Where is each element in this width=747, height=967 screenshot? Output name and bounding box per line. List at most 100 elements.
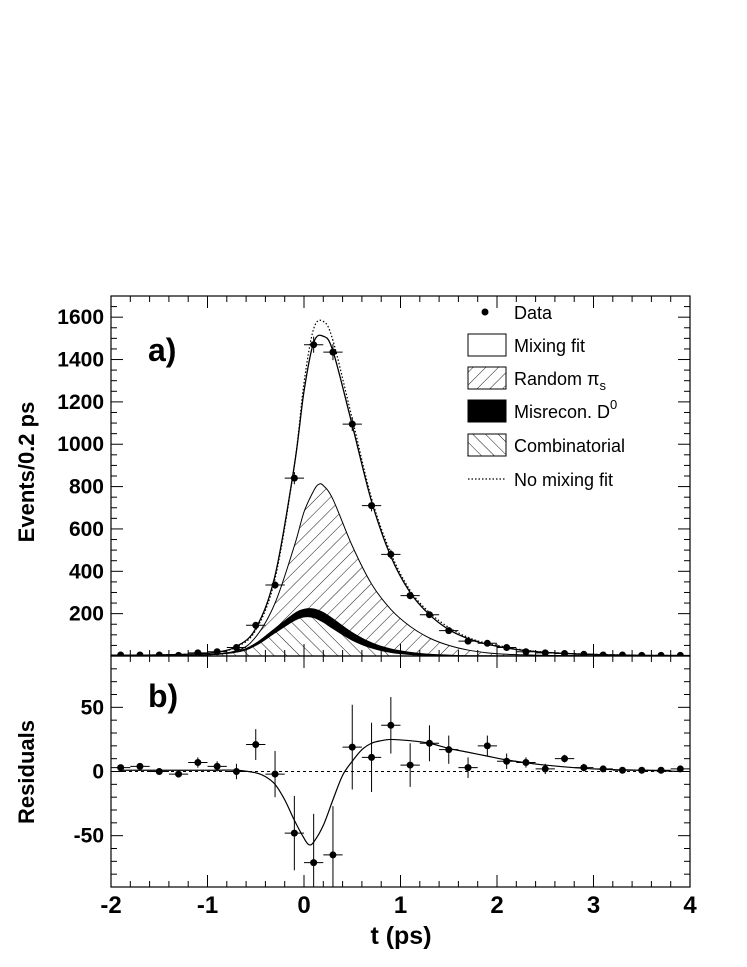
data-marker <box>232 644 240 652</box>
data-marker <box>368 502 376 510</box>
data-point <box>651 651 671 656</box>
legend-data-marker <box>481 308 489 316</box>
residual-marker <box>541 765 549 773</box>
y-tick-label: 50 <box>81 696 104 719</box>
data-marker <box>348 420 356 428</box>
x-tick-label: 2 <box>490 892 503 919</box>
residual-point <box>632 766 652 774</box>
data-point <box>574 650 594 656</box>
bottom-panel <box>111 697 690 887</box>
data-marker <box>290 474 298 482</box>
legend-label-data: Data <box>514 303 553 323</box>
residual-marker <box>329 851 337 859</box>
data-marker <box>329 348 337 356</box>
residual-point <box>574 763 594 772</box>
residual-marker <box>522 759 530 767</box>
y-axis-title-top: Events/0.2 ps <box>14 402 39 543</box>
residual-point <box>188 757 208 768</box>
y-tick-label: 600 <box>69 518 104 541</box>
legend-combinatorial-swatch <box>467 433 507 457</box>
data-marker <box>445 627 453 635</box>
residual-point <box>304 813 324 887</box>
data-marker <box>618 651 626 656</box>
residual-point <box>497 753 517 769</box>
residual-point <box>246 729 266 760</box>
data-marker <box>425 611 433 619</box>
legend-label-mixing: Mixing fit <box>514 336 585 356</box>
data-marker <box>271 581 279 589</box>
data-marker <box>503 644 511 652</box>
residual-marker <box>638 766 646 774</box>
data-point <box>304 336 324 353</box>
data-marker <box>117 651 125 656</box>
residual-point <box>554 754 575 763</box>
data-point <box>458 637 478 645</box>
data-marker <box>599 651 607 656</box>
data-marker <box>561 649 569 656</box>
x-axis-title: t (ps) <box>370 922 431 950</box>
residual-point <box>226 763 247 780</box>
legend-misrecon-sup: 0 <box>610 397 617 412</box>
residual-point <box>168 770 189 778</box>
data-marker <box>638 651 646 656</box>
residual-marker <box>290 829 298 837</box>
x-tick-label: 3 <box>587 892 600 919</box>
residual-marker <box>271 770 279 778</box>
y-tick-label: 200 <box>69 603 104 626</box>
random-pi-area <box>120 483 681 656</box>
data-point <box>554 649 575 656</box>
residual-marker <box>657 766 665 774</box>
residual-point <box>149 768 169 775</box>
residual-point <box>381 697 401 754</box>
residual-marker <box>599 765 607 773</box>
data-point <box>497 644 517 652</box>
residual-marker <box>155 768 163 775</box>
data-point <box>400 592 420 600</box>
data-point <box>535 649 555 656</box>
residual-marker <box>194 759 202 767</box>
axes: -2 -1 0 1 2 3 4 200 400 600 800 1000 1200 1400 1600 50 0… <box>57 295 697 919</box>
data-point <box>323 344 343 361</box>
data-point <box>361 499 382 512</box>
legend-label-combinatorial: Combinatorial <box>514 436 625 456</box>
data-point <box>593 651 613 656</box>
data-point <box>342 417 362 432</box>
data-marker <box>175 651 183 656</box>
residual-point <box>323 806 343 887</box>
residual-marker <box>406 761 414 769</box>
y-tick-label: 1000 <box>57 433 104 456</box>
y-tick-label: -50 <box>74 825 104 848</box>
legend-misrecon-text: Misrecon. D <box>514 402 610 422</box>
data-point <box>265 581 285 589</box>
data-point <box>226 644 247 652</box>
residual-marker <box>503 757 511 765</box>
y-axis-title-bottom: Residuals <box>14 720 39 824</box>
data-point <box>207 648 227 656</box>
residual-point <box>265 750 285 798</box>
residual-marker <box>618 766 626 774</box>
residual-marker <box>483 742 491 750</box>
legend-label-nomixing: No mixing fit <box>514 470 613 490</box>
x-tick-label: 1 <box>394 892 407 919</box>
data-marker <box>483 639 491 647</box>
data-point <box>246 621 266 629</box>
data-marker <box>580 650 588 656</box>
data-point <box>632 651 652 656</box>
residual-point <box>130 762 150 770</box>
legend-random-text: Random π <box>514 369 599 389</box>
data-marker <box>657 651 665 656</box>
legend-misrecon-swatch <box>467 399 507 423</box>
residual-point <box>477 735 497 757</box>
y-tick-label: 1400 <box>57 349 104 372</box>
data-point <box>516 648 536 656</box>
residual-point <box>419 725 440 762</box>
data-marker <box>155 651 163 656</box>
residual-marker <box>464 764 472 772</box>
data-point <box>111 651 131 656</box>
data-marker <box>464 637 472 645</box>
residual-marker <box>676 765 684 773</box>
residual-marker <box>252 741 260 749</box>
legend-label-random: Random πs <box>514 369 606 393</box>
data-point <box>419 611 440 619</box>
